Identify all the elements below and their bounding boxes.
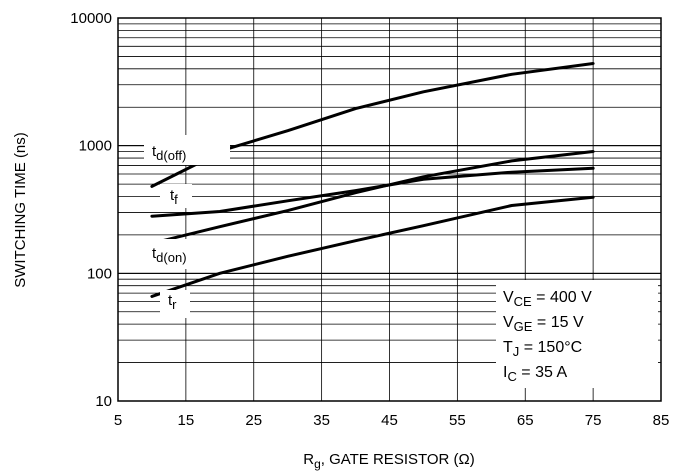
curve-td-off (150, 62, 595, 188)
x-tick-label: 35 (313, 412, 330, 429)
label-tf: tf (170, 187, 178, 207)
x-tick-label: 55 (449, 412, 466, 429)
x-tick-label: 45 (381, 412, 398, 429)
y-axis-title: SWITCHING TIME (ns) (12, 132, 29, 288)
test-conditions-box: VCE = 400 V VGE = 15 V TJ = 150°C IC = 3… (496, 280, 658, 388)
condition-vce: VCE = 400 V (503, 289, 592, 309)
label-td-on: td(on) (152, 245, 187, 265)
curves (150, 62, 595, 298)
x-tick-label: 85 (653, 412, 670, 429)
x-tick-label: 75 (585, 412, 602, 429)
condition-tj: TJ = 150°C (503, 339, 582, 359)
plot-frame (117, 17, 662, 402)
curve-labels: td(off) tf td(on) tr (144, 135, 230, 318)
x-tick-label: 25 (245, 412, 262, 429)
x-axis-title: Rg, GATE RESISTOR (Ω) (303, 451, 475, 471)
y-tick-label: 1000 (79, 138, 112, 155)
y-tick-label: 100 (87, 265, 112, 282)
curve-tr (150, 195, 595, 298)
label-tr: tr (168, 292, 177, 312)
x-tick-label: 5 (114, 412, 122, 429)
label-td-off: td(off) (152, 143, 186, 163)
tick-labels: 5 15 25 35 45 55 65 75 85 10 100 1000 10000 (70, 10, 669, 429)
curve-td-on (150, 150, 595, 245)
curve-tf (150, 166, 595, 218)
y-tick-label: 10 (95, 393, 112, 410)
x-tick-label: 65 (517, 412, 534, 429)
y-tick-label: 10000 (70, 10, 112, 27)
condition-ic: IC = 35 A (503, 364, 567, 384)
x-tick-label: 15 (178, 412, 195, 429)
condition-vge: VGE = 15 V (503, 314, 584, 334)
